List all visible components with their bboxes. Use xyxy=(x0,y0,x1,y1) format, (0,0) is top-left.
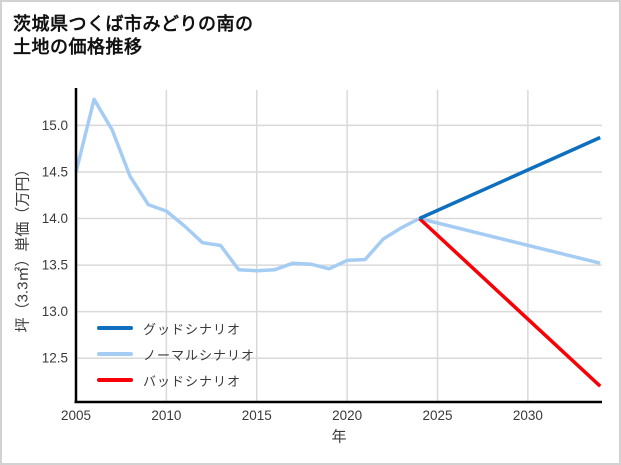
legend-swatch-bad xyxy=(97,378,133,382)
chart-title: 茨城県つくば市みどりの南の 土地の価格推移 xyxy=(13,14,254,58)
legend-swatch-good xyxy=(97,326,133,330)
y-tick-label: 13.0 xyxy=(42,304,68,319)
x-axis-label: 年 xyxy=(331,428,347,446)
x-tick-label: 2010 xyxy=(151,408,181,423)
legend-label-bad: バッドシナリオ xyxy=(143,373,242,389)
series-line-historical xyxy=(74,97,421,273)
x-tick-label: 2020 xyxy=(332,408,362,423)
series-line-good xyxy=(418,135,601,221)
y-tick-label: 13.5 xyxy=(42,258,68,273)
y-tick-label: 15.0 xyxy=(42,118,68,133)
legend: グッドシナリオ ノーマルシナリオ バッドシナリオ xyxy=(97,315,255,393)
x-tick-label: 2005 xyxy=(61,408,91,423)
y-axis-label: 坪（3.3㎡）単価（万円） xyxy=(14,161,32,333)
y-tick-label: 14.5 xyxy=(42,164,68,179)
legend-item-good: グッドシナリオ xyxy=(97,315,255,341)
legend-item-bad: バッドシナリオ xyxy=(97,367,255,393)
x-tick-label: 2025 xyxy=(422,408,452,423)
legend-label-normal: ノーマルシナリオ xyxy=(143,347,256,363)
y-tick-label: 12.5 xyxy=(42,351,68,366)
x-tick-label: 2030 xyxy=(513,408,543,423)
y-tick-label: 14.0 xyxy=(42,211,68,226)
legend-item-normal: ノーマルシナリオ xyxy=(97,341,255,367)
series-line-normal xyxy=(418,216,601,265)
legend-swatch-normal xyxy=(97,352,133,356)
legend-label-good: グッドシナリオ xyxy=(143,321,242,337)
x-tick-label: 2015 xyxy=(242,408,272,423)
series-line-bad xyxy=(418,217,602,388)
